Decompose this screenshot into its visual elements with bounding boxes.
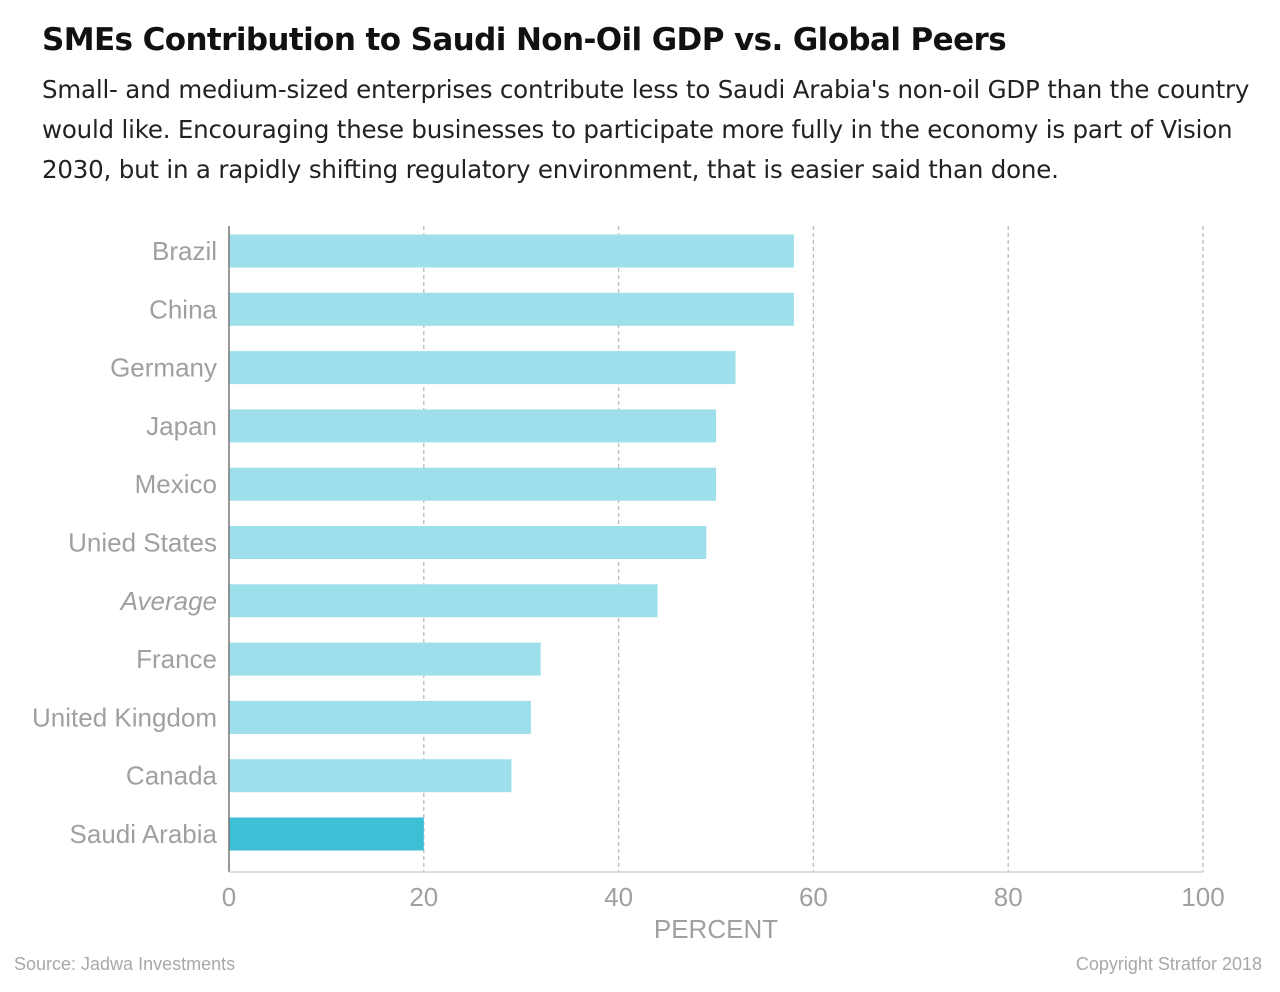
x-tick-label: 80 xyxy=(994,882,1023,912)
bar xyxy=(229,467,716,501)
category-labels: Brazil China Germany Japan Mexico Unied State… xyxy=(32,236,218,849)
category-label: France xyxy=(136,644,217,674)
chart-title: SMEs Contribution to Saudi Non-Oil GDP v… xyxy=(42,22,1007,58)
category-label: Mexico xyxy=(135,469,217,499)
x-tick-label: 0 xyxy=(222,882,236,912)
x-tick-label: 100 xyxy=(1181,882,1224,912)
category-label: Germany xyxy=(110,353,217,383)
x-tick-label: 20 xyxy=(409,882,438,912)
bar xyxy=(229,759,512,793)
bar xyxy=(229,526,707,559)
category-label: Canada xyxy=(126,761,218,791)
bar xyxy=(229,234,794,268)
category-label: Average xyxy=(119,586,217,616)
bar xyxy=(229,351,736,385)
x-axis-title: PERCENT xyxy=(654,914,778,944)
chart-subtitle: Small- and medium-sized enterprises cont… xyxy=(42,75,1250,184)
category-label: Japan xyxy=(146,411,217,441)
category-label: United Kingdom xyxy=(32,702,217,732)
source-note: Source: Jadwa Investments xyxy=(14,954,236,974)
copyright-note: Copyright Stratfor 2018 xyxy=(1075,954,1262,974)
bar xyxy=(229,584,658,618)
category-label: Unied States xyxy=(68,528,217,558)
x-tick-labels: 0 20 40 60 80 100 xyxy=(222,882,1225,912)
bar xyxy=(229,642,541,676)
x-tick-label: 60 xyxy=(799,882,828,912)
bars xyxy=(229,234,794,851)
x-tick-label: 40 xyxy=(604,882,633,912)
bar xyxy=(229,700,531,734)
bar xyxy=(229,292,794,326)
category-label: Brazil xyxy=(152,236,217,266)
category-label: Saudi Arabia xyxy=(70,819,218,849)
bar xyxy=(229,409,716,443)
category-label: China xyxy=(149,294,217,324)
bar xyxy=(229,817,424,851)
